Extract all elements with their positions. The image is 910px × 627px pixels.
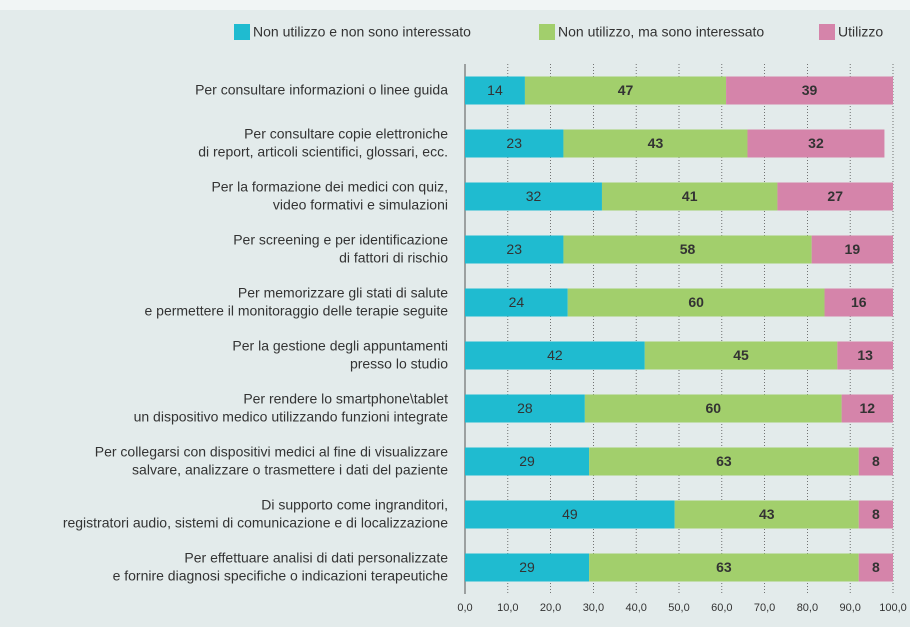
- legend-label: Utilizzo: [838, 24, 883, 40]
- value-label: 32: [808, 135, 824, 151]
- value-label: 60: [705, 400, 721, 416]
- value-label: 43: [648, 135, 664, 151]
- top-band: [0, 0, 910, 10]
- x-tick-label: 30,0: [583, 602, 604, 614]
- value-label: 47: [618, 82, 634, 98]
- value-label: 23: [506, 135, 522, 151]
- value-label: 27: [827, 188, 843, 204]
- value-label: 43: [759, 506, 775, 522]
- value-label: 8: [872, 453, 880, 469]
- value-label: 13: [857, 347, 873, 363]
- value-label: 60: [688, 294, 704, 310]
- value-label: 32: [526, 188, 542, 204]
- x-tick-label: 100,0: [879, 602, 907, 614]
- page: 0,0 10,0 20,0 30,0 40,0 50,0 60,0 70,0 80,0 90,0 1…: [0, 0, 910, 627]
- legend-swatch: [234, 24, 250, 40]
- value-label: 12: [860, 400, 876, 416]
- value-label: 23: [506, 241, 522, 257]
- value-label: 63: [716, 559, 732, 575]
- value-label: 29: [519, 559, 535, 575]
- x-tick-label: 0,0: [457, 602, 472, 614]
- value-label: 42: [547, 347, 563, 363]
- value-label: 8: [872, 559, 880, 575]
- value-label: 16: [851, 294, 867, 310]
- x-tick-label: 50,0: [668, 602, 689, 614]
- value-label: 24: [509, 294, 525, 310]
- category-label: Per consultare informazioni o linee guid…: [195, 81, 448, 97]
- value-label: 39: [802, 82, 818, 98]
- legend-label: Non utilizzo e non sono interessato: [253, 24, 471, 40]
- x-tick-label: 20,0: [540, 602, 561, 614]
- x-tick-label: 40,0: [625, 602, 646, 614]
- value-label: 45: [733, 347, 749, 363]
- value-label: 19: [845, 241, 861, 257]
- value-label: 41: [682, 188, 698, 204]
- legend-label: Non utilizzo, ma sono interessato: [558, 24, 764, 40]
- chart: 0,0 10,0 20,0 30,0 40,0 50,0 60,0 70,0 80,0 90,0 1…: [0, 0, 910, 627]
- legend-swatch: [819, 24, 835, 40]
- value-label: 8: [872, 506, 880, 522]
- value-label: 29: [519, 453, 535, 469]
- value-label: 58: [680, 241, 696, 257]
- x-tick-label: 80,0: [797, 602, 818, 614]
- x-tick-label: 10,0: [497, 602, 518, 614]
- x-tick-label: 70,0: [754, 602, 775, 614]
- legend-swatch: [539, 24, 555, 40]
- value-label: 63: [716, 453, 732, 469]
- value-label: 14: [487, 82, 503, 98]
- x-tick-label: 90,0: [839, 602, 860, 614]
- x-tick-label: 60,0: [711, 602, 732, 614]
- value-label: 28: [517, 400, 533, 416]
- value-label: 49: [562, 506, 578, 522]
